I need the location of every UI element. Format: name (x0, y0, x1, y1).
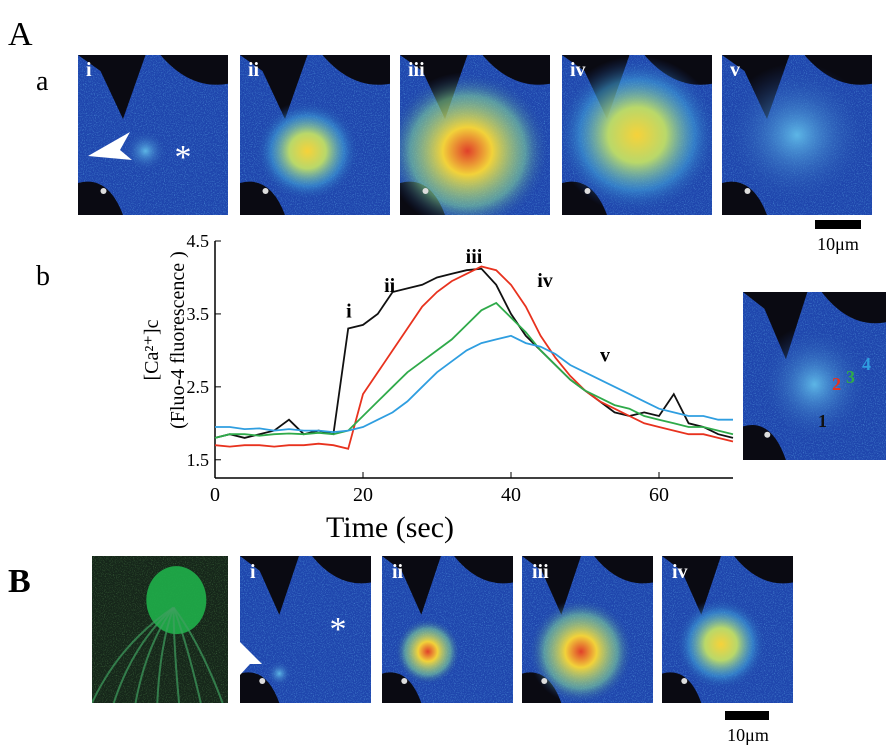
micrograph (722, 55, 872, 215)
scale-bar (725, 711, 769, 720)
cell-dot (262, 188, 269, 194)
y-axis-label: (Fluo-4 fluorescence ) (167, 251, 189, 429)
image-label: ii (392, 561, 404, 583)
annotation: i (346, 301, 352, 323)
x-tick-label: 60 (649, 484, 669, 506)
micrograph (662, 556, 793, 703)
process (92, 606, 175, 703)
calcium-signal (675, 597, 767, 691)
dark-region (240, 55, 390, 215)
y-tick-label: 3.5 (187, 304, 210, 324)
calcium-signal (562, 55, 712, 215)
roi-label: 1 (818, 411, 827, 431)
image-label: iv (672, 561, 688, 583)
dark-region (382, 556, 513, 703)
subpanel-label: b (36, 261, 50, 292)
image-label: ii (248, 59, 260, 81)
image-label: iv (570, 59, 586, 81)
subpanel-label: a (36, 66, 49, 97)
scale-label: 10μm (727, 725, 769, 745)
process (156, 607, 175, 703)
micrograph (743, 292, 886, 460)
process (112, 606, 175, 703)
cell-dot (422, 188, 429, 194)
process (172, 607, 202, 703)
image-label: i (86, 59, 92, 81)
cell-dot (744, 188, 751, 194)
calcium-signal (255, 100, 360, 202)
series-line (215, 334, 733, 434)
dark-region (743, 292, 886, 460)
series-line (214, 265, 734, 450)
calcium-signal (722, 63, 872, 207)
micrograph (78, 55, 228, 215)
calcium-signal (266, 660, 293, 687)
process (172, 606, 224, 703)
cell-dot (401, 677, 408, 684)
x-axis-label: Time (sec) (326, 511, 454, 544)
series-line (214, 301, 734, 439)
x-tick-label: 20 (353, 484, 373, 506)
y-tick-label: 4.5 (187, 231, 210, 251)
dark-region (78, 55, 228, 215)
roi-label: 4 (862, 354, 871, 374)
micrograph (240, 55, 390, 215)
process (134, 606, 175, 703)
image-label: iii (408, 59, 425, 81)
calcium-signal (528, 598, 634, 703)
asterisk: * (330, 611, 347, 648)
micrograph (382, 556, 513, 703)
asterisk: * (175, 139, 192, 176)
annotation: iv (537, 270, 553, 292)
calcium-signal (757, 323, 872, 445)
panel-label: B (8, 563, 31, 600)
scale-bar (815, 220, 861, 229)
micrograph (562, 55, 712, 215)
annotation: iii (466, 246, 483, 268)
roi-label: 2 (832, 374, 841, 394)
cell (146, 566, 207, 635)
calcium-signal (395, 618, 461, 685)
micrograph (92, 556, 228, 703)
calcium-signal (123, 129, 168, 173)
dark-region (522, 556, 653, 703)
panel-label: A (8, 16, 33, 53)
cell-dot (259, 677, 266, 684)
image-label: i (250, 561, 256, 583)
scale-label: 10μm (817, 234, 859, 254)
roi-label: 3 (846, 367, 855, 387)
x-tick-label: 0 (210, 484, 220, 506)
arrowhead (240, 642, 262, 675)
image-label: iii (532, 561, 549, 583)
cell-dot (764, 431, 771, 438)
annotation: ii (384, 275, 396, 297)
series-line (214, 267, 734, 439)
process (172, 607, 181, 703)
cell-dot (541, 677, 548, 684)
dark-region (240, 556, 371, 703)
dark-region (662, 556, 793, 703)
micrograph (522, 556, 653, 703)
calcium-signal (400, 71, 550, 215)
x-tick-label: 40 (501, 484, 521, 506)
cell-dot (584, 188, 591, 194)
image-label: v (730, 59, 740, 81)
micrograph (400, 55, 550, 215)
arrowhead (88, 132, 132, 160)
cell-dot (681, 677, 688, 684)
annotation: v (600, 344, 610, 366)
y-axis-label: [Ca²⁺]c (141, 319, 163, 380)
y-tick-label: 2.5 (187, 377, 210, 397)
y-tick-label: 1.5 (187, 450, 210, 470)
micrograph (240, 556, 371, 703)
cell-dot (100, 188, 107, 194)
